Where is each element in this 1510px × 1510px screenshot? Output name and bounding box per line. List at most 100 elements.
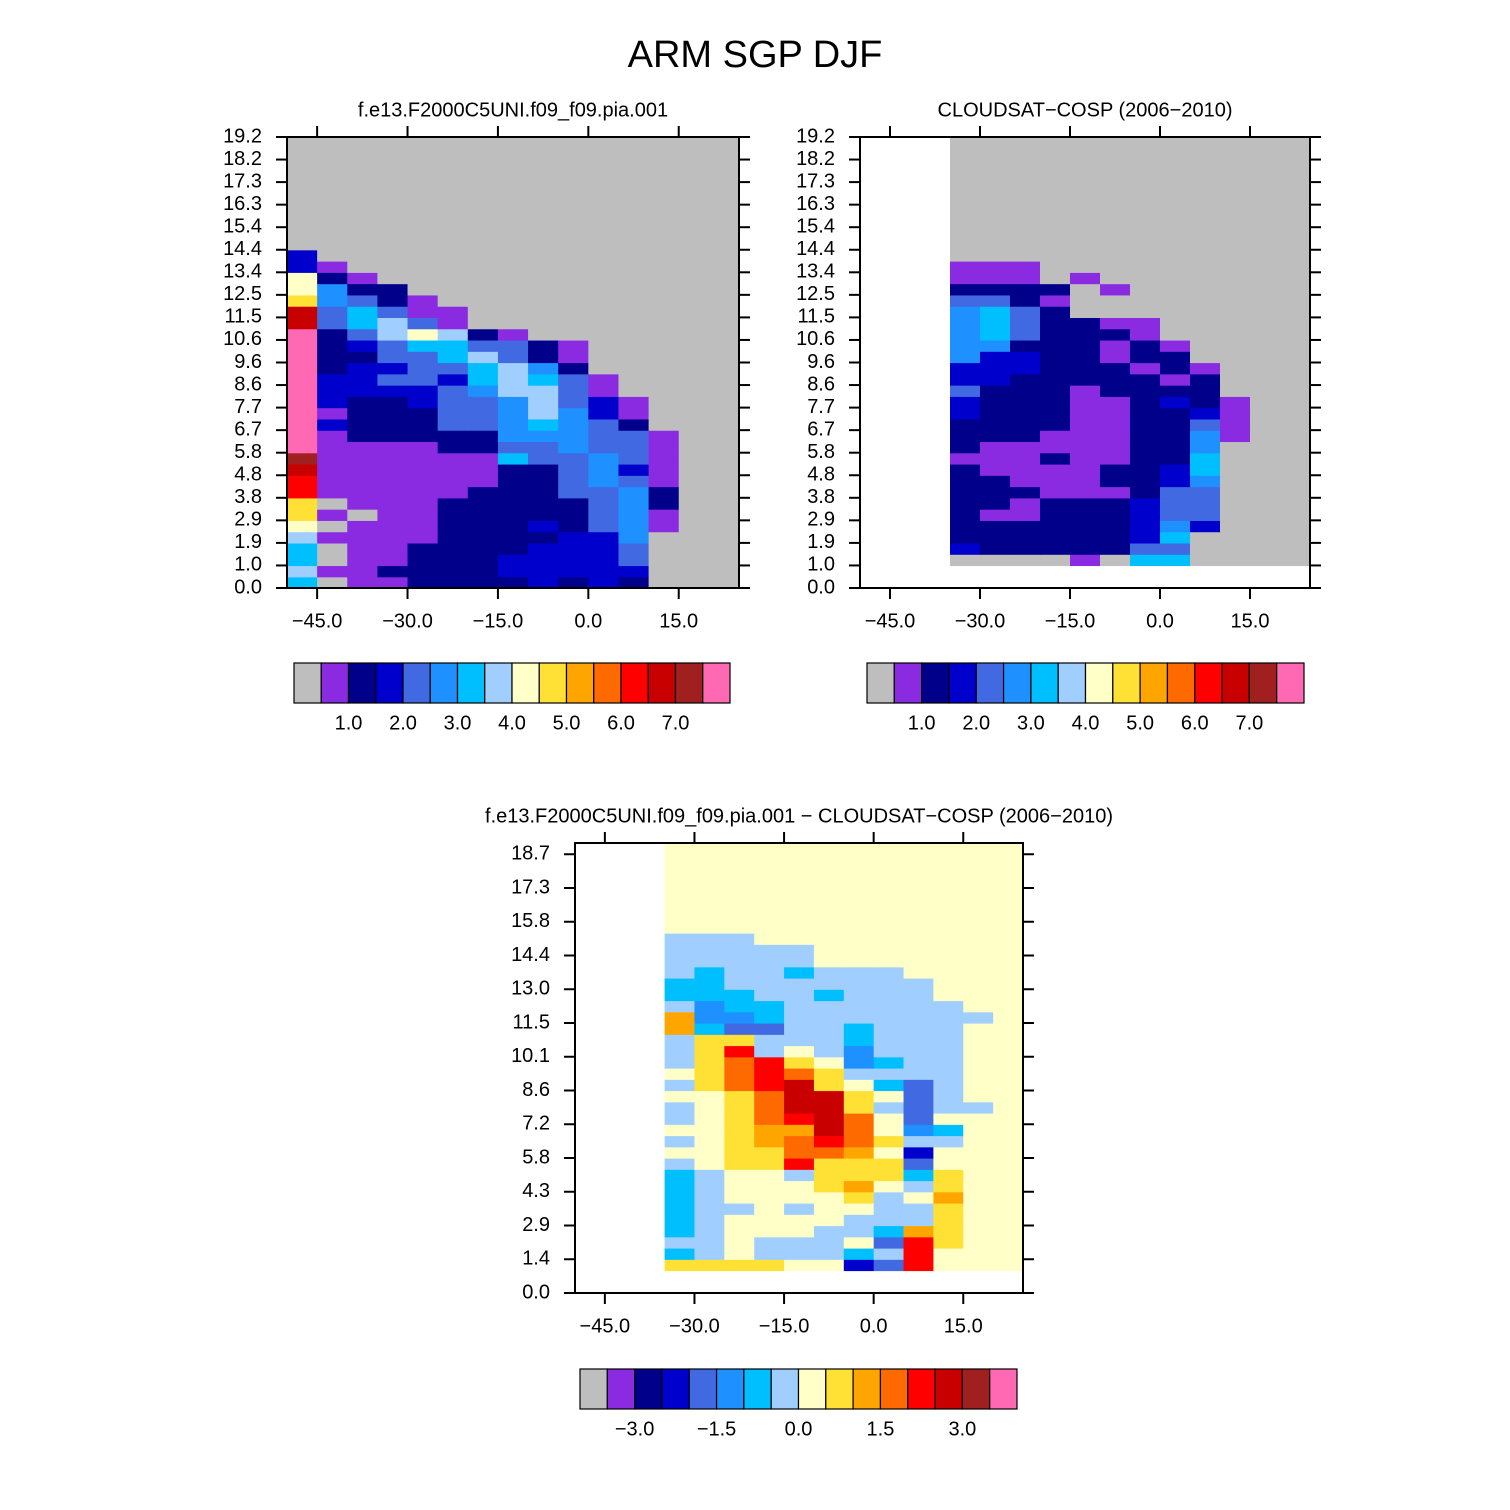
heat-cell xyxy=(1250,294,1281,307)
heat-cell xyxy=(1250,362,1281,375)
heat-cell xyxy=(813,876,845,889)
heat-cell xyxy=(724,876,755,889)
heat-cell xyxy=(664,888,696,900)
heat-cell xyxy=(618,385,650,397)
heat-cell xyxy=(1010,238,1041,251)
heat-cell xyxy=(618,227,650,240)
heat-cell xyxy=(754,1045,785,1058)
heat-cell xyxy=(664,1236,696,1249)
heat-cell xyxy=(754,888,785,900)
heat-cell xyxy=(1220,306,1251,318)
heat-cell xyxy=(1070,170,1101,183)
colorbar-box xyxy=(647,662,677,704)
heat-cell xyxy=(724,1236,755,1249)
heat-cell xyxy=(694,1236,725,1249)
y-tick-label: 9.6 xyxy=(807,351,835,373)
heat-cell xyxy=(993,1146,1024,1159)
colorbar-label: −1.5 xyxy=(697,1418,736,1440)
heat-cell xyxy=(664,1113,696,1125)
heat-cell xyxy=(724,966,755,979)
heat-cell xyxy=(694,1248,725,1260)
heat-cell xyxy=(950,463,981,476)
colorbar-box xyxy=(375,662,404,704)
heat-cell xyxy=(437,249,469,262)
heat-cell xyxy=(903,933,934,945)
heat-cell xyxy=(407,542,439,555)
heat-cell xyxy=(1190,362,1221,375)
heat-cell xyxy=(648,520,680,533)
heat-cell xyxy=(963,1225,994,1238)
heat-cell xyxy=(588,182,620,194)
heat-cell xyxy=(437,170,469,183)
heat-cell xyxy=(993,1011,1024,1024)
heat-cell xyxy=(950,385,981,397)
heat-cell xyxy=(903,876,934,889)
heat-cell xyxy=(377,306,409,318)
heat-cell xyxy=(694,1225,725,1238)
heat-cell xyxy=(1250,283,1281,296)
heat-cell xyxy=(618,509,650,521)
heat-cell xyxy=(784,1248,815,1260)
heat-cell xyxy=(950,418,981,431)
heat-cell xyxy=(588,193,620,206)
heat-cell xyxy=(1010,294,1041,307)
heat-cell xyxy=(993,1135,1024,1148)
heat-cell xyxy=(933,876,964,889)
heat-cell xyxy=(903,854,934,867)
heat-cell xyxy=(287,182,318,194)
heat-cell xyxy=(678,294,710,307)
heat-cell xyxy=(708,249,740,262)
heat-cell xyxy=(754,854,785,867)
heat-cell xyxy=(813,1225,845,1238)
heat-cell xyxy=(618,294,650,307)
heat-cell xyxy=(754,910,785,923)
heat-cell xyxy=(618,261,650,273)
heat-cell xyxy=(694,865,725,878)
heat-cell xyxy=(694,1214,725,1227)
heat-cell xyxy=(588,418,620,431)
heat-cell xyxy=(377,475,409,488)
heat-cell xyxy=(1220,542,1251,555)
heat-cell xyxy=(784,1124,815,1137)
heat-cell xyxy=(1280,272,1311,285)
heat-cell xyxy=(347,475,378,488)
heat-cell xyxy=(784,1079,815,1092)
y-tick-label: 19.2 xyxy=(796,125,835,147)
heat-cell xyxy=(754,1056,785,1069)
heat-cell xyxy=(558,261,589,273)
heat-cell xyxy=(664,1034,696,1047)
heat-cell xyxy=(1010,475,1041,488)
heat-cell xyxy=(724,1169,755,1182)
heat-cell xyxy=(317,486,348,499)
heat-cell xyxy=(1010,441,1041,454)
panel-title: f.e13.F2000C5UNI.f09_f09.pia.001 xyxy=(358,99,668,121)
heat-cell xyxy=(377,565,409,578)
heat-cell xyxy=(708,418,740,431)
heat-cell xyxy=(588,249,620,262)
heat-cell xyxy=(618,238,650,251)
heat-cell xyxy=(708,204,740,217)
heat-cell xyxy=(1220,227,1251,240)
heat-cell xyxy=(407,407,439,420)
heat-cell xyxy=(1130,509,1161,521)
heat-cell xyxy=(980,317,1011,330)
heat-cell xyxy=(1130,520,1161,533)
heat-cell xyxy=(963,1045,994,1058)
heat-cell xyxy=(724,888,755,900)
heat-cell xyxy=(588,452,620,465)
heat-cell xyxy=(377,531,409,544)
heat-cell xyxy=(467,542,499,555)
heat-cell xyxy=(1280,486,1311,499)
heat-cell xyxy=(754,1090,785,1103)
heat-cell xyxy=(784,1158,815,1170)
heat-cell xyxy=(1070,227,1101,240)
heat-cell xyxy=(347,385,378,397)
heat-cell xyxy=(528,328,559,341)
heat-cell xyxy=(980,148,1011,161)
heat-cell xyxy=(347,463,378,476)
colorbar-box xyxy=(511,662,540,704)
heat-cell xyxy=(950,373,981,386)
heat-cell xyxy=(1220,509,1251,521)
heat-cell xyxy=(347,418,378,431)
heat-cell xyxy=(1190,317,1221,330)
